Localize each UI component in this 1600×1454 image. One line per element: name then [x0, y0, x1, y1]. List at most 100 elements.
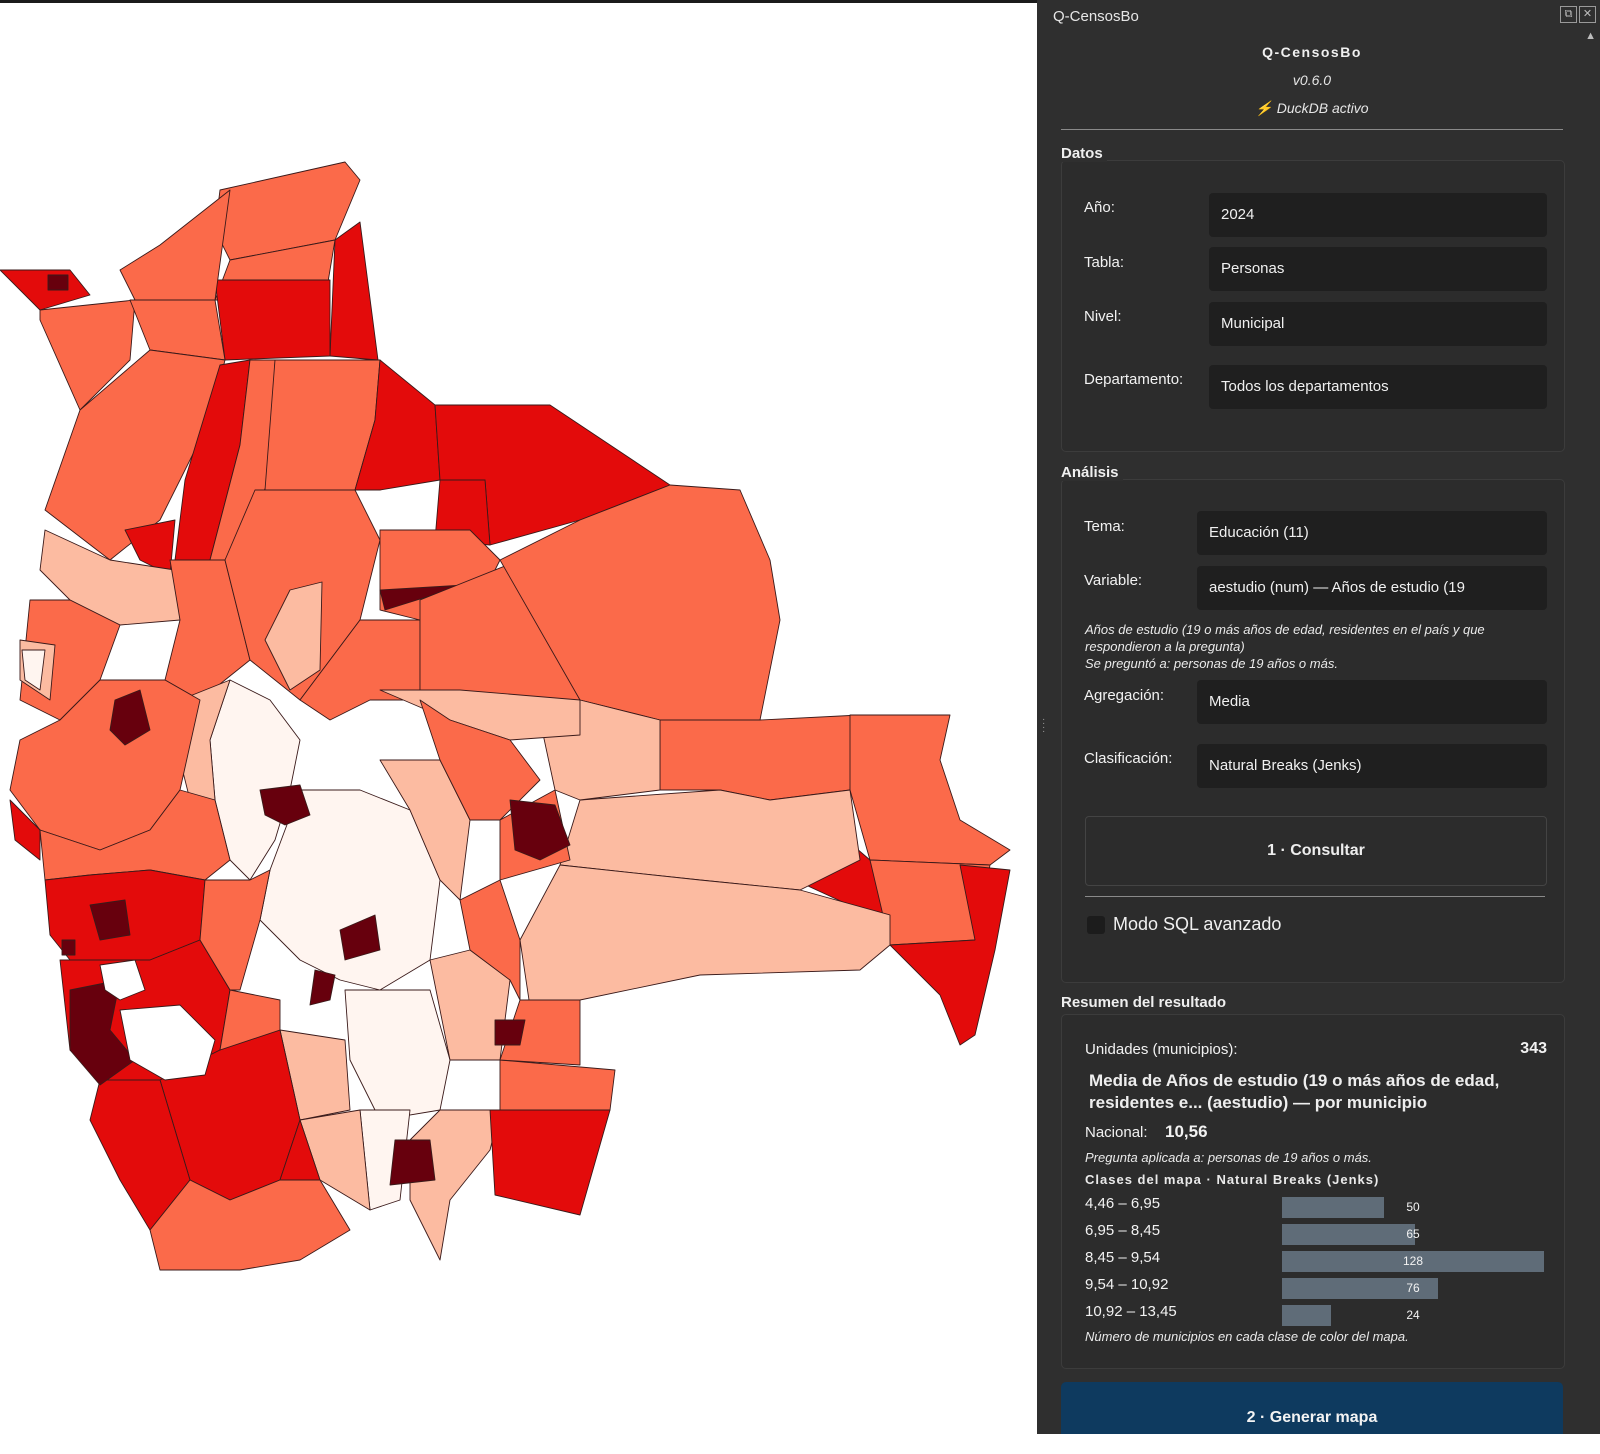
- app-version: v0.6.0: [1292, 72, 1332, 88]
- class-range: 9,54 – 10,92: [1085, 1276, 1169, 1293]
- municipality[interactable]: [109, 689, 151, 746]
- units-value: 343: [1520, 1040, 1547, 1057]
- agregacion-label: Agregación:: [1084, 687, 1165, 704]
- datos-group-label: Datos: [1057, 145, 1107, 162]
- municipality[interactable]: [219, 989, 281, 1051]
- choropleth-map[interactable]: [0, 3, 1037, 1434]
- sql-mode-checkbox[interactable]: [1087, 916, 1105, 934]
- class-bar: 128: [1282, 1251, 1544, 1272]
- municipality[interactable]: [39, 529, 181, 626]
- analisis-group: [1061, 479, 1565, 983]
- class-bar-fill: [1282, 1197, 1385, 1218]
- municipality[interactable]: [9, 799, 41, 861]
- float-icon[interactable]: ⧉: [1560, 6, 1577, 23]
- pregunta-note: Pregunta aplicada a: personas de 19 años…: [1085, 1150, 1372, 1165]
- result-title: Media de Años de estudio (19 o más años …: [1089, 1071, 1500, 1112]
- variable-label: Variable:: [1084, 572, 1143, 589]
- municipality[interactable]: [89, 899, 131, 941]
- plugin-panel: Q-CensosBo ⧉ ✕ ▲ · · · · Q-CensosBo v0.6.0 …: [1037, 0, 1600, 1434]
- classes-title: Clases del mapa · Natural Breaks (Jenks): [1085, 1172, 1380, 1187]
- class-bar: 24: [1282, 1305, 1544, 1326]
- class-range: 6,95 – 8,45: [1085, 1222, 1161, 1239]
- class-count: 128: [1402, 1254, 1424, 1268]
- municipality[interactable]: [61, 939, 76, 956]
- municipality[interactable]: [329, 221, 379, 361]
- nivel-label: Nivel:: [1084, 308, 1122, 325]
- classes-footnote: Número de municipios en cada clase de co…: [1085, 1329, 1409, 1344]
- municipality[interactable]: [419, 699, 541, 821]
- tabla-label: Tabla:: [1084, 254, 1125, 271]
- nivel-combo[interactable]: Municipal: [1209, 302, 1547, 346]
- analisis-divider: [1085, 896, 1545, 897]
- municipality[interactable]: [489, 1109, 611, 1216]
- class-bar: 65: [1282, 1224, 1544, 1245]
- class-range: 4,46 – 6,95: [1085, 1195, 1161, 1212]
- departamento-combo[interactable]: Todos los departamentos: [1209, 365, 1547, 409]
- class-count: 24: [1406, 1308, 1420, 1322]
- window-top-border: [0, 0, 1600, 3]
- municipality[interactable]: [494, 1019, 526, 1046]
- tema-combo[interactable]: Educación (11): [1197, 511, 1547, 555]
- municipality[interactable]: [509, 799, 571, 861]
- consultar-button[interactable]: 1 · Consultar: [1085, 816, 1547, 886]
- municipality[interactable]: [44, 349, 226, 561]
- class-range: 8,45 – 9,54: [1085, 1249, 1161, 1266]
- year-label: Año:: [1084, 199, 1115, 216]
- close-icon[interactable]: ✕: [1579, 6, 1596, 23]
- municipality[interactable]: [199, 869, 271, 991]
- class-bar: 50: [1282, 1197, 1544, 1218]
- lake: [119, 1004, 216, 1081]
- variable-combo[interactable]: aestudio (num) — Años de estudio (19: [1197, 566, 1547, 610]
- municipality[interactable]: [214, 279, 331, 361]
- municipality[interactable]: [499, 1059, 616, 1111]
- analisis-group-label: Análisis: [1057, 464, 1123, 481]
- municipality[interactable]: [39, 299, 136, 411]
- municipality[interactable]: [264, 581, 323, 691]
- dock-controls: ⧉ ✕: [1560, 6, 1596, 23]
- departamento-label: Departamento:: [1084, 371, 1184, 388]
- map-canvas[interactable]: [0, 3, 1037, 1434]
- clasificacion-combo[interactable]: Natural Breaks (Jenks): [1197, 744, 1547, 788]
- class-bar-fill: [1282, 1251, 1544, 1272]
- municipality[interactable]: [279, 1119, 321, 1181]
- municipality[interactable]: [889, 864, 1011, 1046]
- lake: [99, 959, 146, 1001]
- class-bar-fill: [1282, 1224, 1416, 1245]
- tema-label: Tema:: [1084, 518, 1125, 535]
- tabla-combo[interactable]: Personas: [1209, 247, 1547, 291]
- municipality[interactable]: [129, 299, 226, 361]
- units-label: Unidades (municipios):: [1085, 1041, 1238, 1058]
- class-bar-fill: [1282, 1278, 1438, 1299]
- sql-mode-label[interactable]: Modo SQL avanzado: [1113, 914, 1282, 934]
- municipality[interactable]: [659, 714, 861, 801]
- header-divider: [1061, 129, 1563, 130]
- municipality[interactable]: [309, 969, 336, 1006]
- class-count: 50: [1406, 1200, 1420, 1214]
- generar-mapa-button[interactable]: 2 · Generar mapa: [1061, 1382, 1563, 1434]
- municipality[interactable]: [259, 784, 311, 826]
- splitter-handle[interactable]: · · · ·: [1042, 714, 1046, 737]
- db-status: ⚡ DuckDB activo: [1255, 100, 1369, 116]
- class-range: 10,92 – 13,45: [1085, 1303, 1177, 1320]
- municipality[interactable]: [47, 274, 69, 291]
- municipality[interactable]: [0, 269, 91, 311]
- class-bar: 76: [1282, 1278, 1544, 1299]
- agregacion-combo[interactable]: Media: [1197, 680, 1547, 724]
- municipality[interactable]: [21, 649, 46, 691]
- panel-title: Q-CensosBo: [1053, 8, 1139, 25]
- scroll-up-icon[interactable]: ▲: [1585, 30, 1596, 42]
- municipality[interactable]: [409, 1109, 501, 1261]
- municipality[interactable]: [389, 1139, 436, 1186]
- municipality[interactable]: [344, 989, 451, 1121]
- municipality[interactable]: [149, 1179, 351, 1271]
- municipality[interactable]: [119, 189, 231, 301]
- variable-description: Años de estudio (19 o más años de edad, …: [1085, 622, 1485, 654]
- municipality[interactable]: [434, 479, 491, 546]
- clasificacion-label: Clasificación:: [1084, 750, 1173, 767]
- app-name: Q-CensosBo: [1262, 44, 1362, 60]
- year-combo[interactable]: 2024: [1209, 193, 1547, 237]
- class-count: 76: [1406, 1281, 1420, 1295]
- resumen-group-label: Resumen del resultado: [1057, 994, 1231, 1011]
- municipality[interactable]: [339, 914, 381, 961]
- municipality[interactable]: [849, 714, 1011, 866]
